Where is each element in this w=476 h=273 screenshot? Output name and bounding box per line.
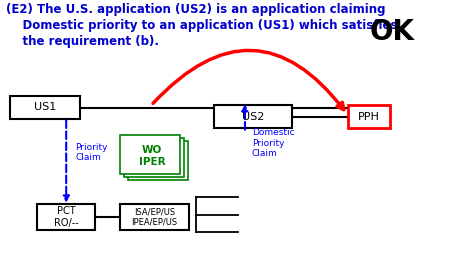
Text: Priority
Claim: Priority Claim bbox=[75, 143, 108, 162]
FancyBboxPatch shape bbox=[348, 105, 390, 128]
FancyArrowPatch shape bbox=[153, 50, 344, 109]
Text: (E2) The U.S. application (US2) is an application claiming
    Domestic priority: (E2) The U.S. application (US2) is an ap… bbox=[6, 3, 397, 48]
FancyBboxPatch shape bbox=[214, 105, 292, 128]
Text: Domestic
Priority
Claim: Domestic Priority Claim bbox=[252, 128, 294, 158]
FancyBboxPatch shape bbox=[120, 204, 189, 230]
Text: ISA/EP/US
IPEA/EP/US: ISA/EP/US IPEA/EP/US bbox=[131, 207, 178, 227]
Text: PPH: PPH bbox=[358, 112, 380, 122]
FancyBboxPatch shape bbox=[10, 96, 79, 119]
Text: US1: US1 bbox=[34, 102, 56, 112]
Text: OK: OK bbox=[370, 17, 415, 46]
FancyBboxPatch shape bbox=[128, 141, 188, 180]
FancyBboxPatch shape bbox=[120, 135, 180, 174]
FancyBboxPatch shape bbox=[37, 204, 95, 230]
Text: US2: US2 bbox=[242, 112, 264, 122]
Text: WO
IPER: WO IPER bbox=[139, 145, 166, 167]
FancyBboxPatch shape bbox=[124, 138, 184, 177]
Text: PCT
RO/--: PCT RO/-- bbox=[54, 206, 79, 228]
